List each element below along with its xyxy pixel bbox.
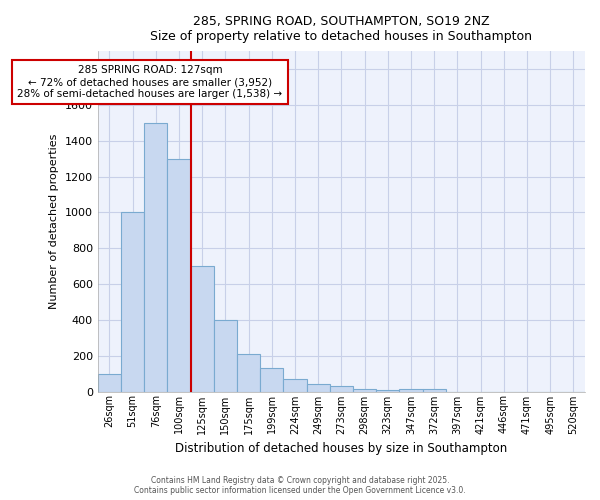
Bar: [353, 389, 376, 392]
Bar: [237, 354, 260, 392]
Text: Contains HM Land Registry data © Crown copyright and database right 2025.
Contai: Contains HM Land Registry data © Crown c…: [134, 476, 466, 495]
Bar: [260, 368, 283, 392]
X-axis label: Distribution of detached houses by size in Southampton: Distribution of detached houses by size …: [175, 442, 508, 455]
Y-axis label: Number of detached properties: Number of detached properties: [49, 134, 59, 309]
Bar: [307, 384, 330, 392]
Title: 285, SPRING ROAD, SOUTHAMPTON, SO19 2NZ
Size of property relative to detached ho: 285, SPRING ROAD, SOUTHAMPTON, SO19 2NZ …: [151, 15, 532, 43]
Bar: [283, 379, 307, 392]
Bar: [214, 320, 237, 392]
Bar: [191, 266, 214, 392]
Bar: [376, 390, 400, 392]
Bar: [422, 389, 446, 392]
Bar: [121, 212, 144, 392]
Bar: [167, 158, 191, 392]
Bar: [400, 389, 422, 392]
Bar: [330, 386, 353, 392]
Bar: [98, 374, 121, 392]
Text: 285 SPRING ROAD: 127sqm
← 72% of detached houses are smaller (3,952)
28% of semi: 285 SPRING ROAD: 127sqm ← 72% of detache…: [17, 66, 283, 98]
Bar: [144, 123, 167, 392]
